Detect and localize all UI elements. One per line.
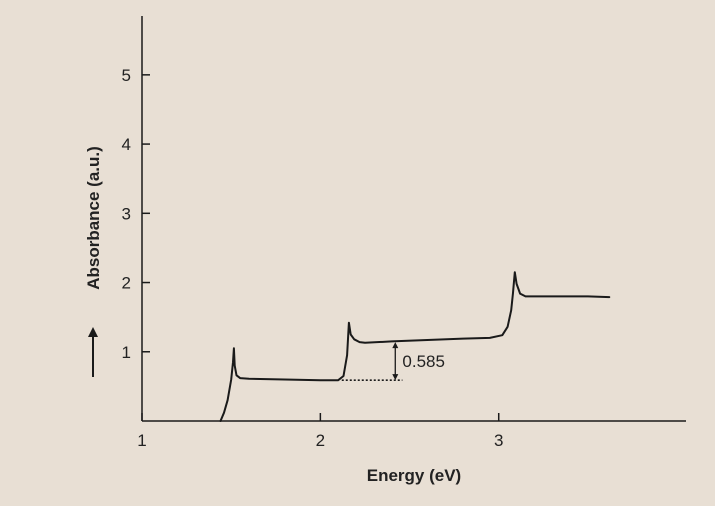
x-tick-label: 1	[137, 431, 146, 450]
ticks: 1 2 3 1 2 3 4 5	[122, 66, 504, 450]
y-tick-label: 1	[122, 343, 131, 362]
y-axis-title: Absorbance (a.u.)	[84, 146, 103, 290]
arrowhead-up-icon	[392, 342, 399, 349]
x-tick-label: 3	[494, 431, 503, 450]
plot-area	[219, 271, 611, 422]
axes	[141, 16, 686, 422]
x-tick-label: 2	[316, 431, 325, 450]
y-tick-label: 5	[122, 66, 131, 85]
y-axis-title-group: Absorbance (a.u.)	[84, 146, 103, 377]
y-tick-label: 4	[122, 135, 131, 154]
absorbance-series-line	[219, 271, 611, 422]
y-tick-label: 2	[122, 274, 131, 293]
y-tick-label: 3	[122, 204, 131, 223]
annotations: 0.585	[341, 342, 445, 381]
arrowhead-down-icon	[392, 374, 399, 381]
step-height-label: 0.585	[402, 352, 445, 371]
y-axis-arrowhead-icon	[88, 327, 98, 337]
x-axis-title: Energy (eV)	[367, 466, 461, 485]
